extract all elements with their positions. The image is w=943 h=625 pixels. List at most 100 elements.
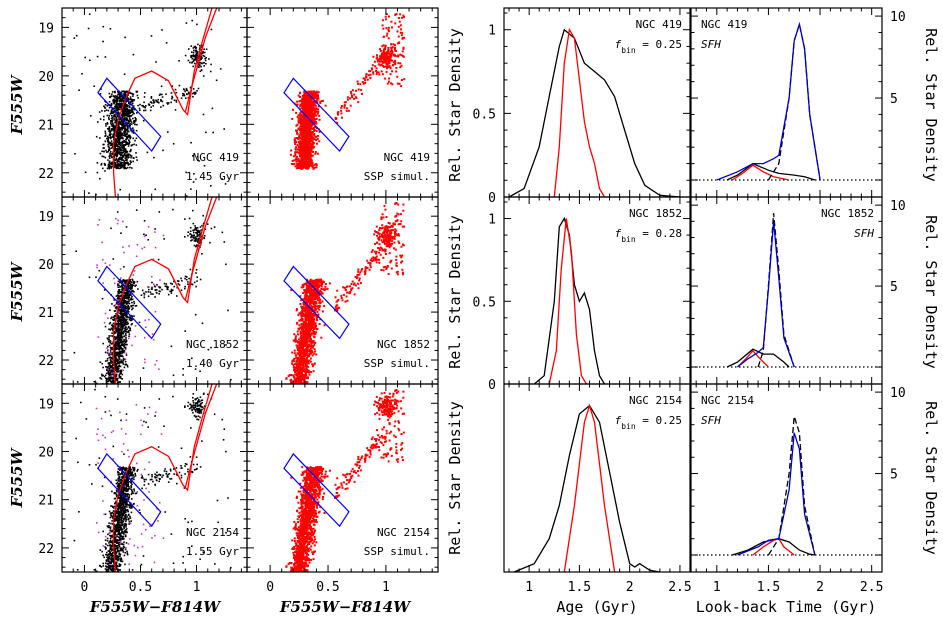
star-point (343, 105, 346, 108)
star-point (129, 136, 132, 139)
star-point (198, 55, 200, 58)
star-point (304, 121, 307, 124)
star-point (176, 295, 178, 297)
star-point (118, 367, 120, 369)
field-star (121, 359, 124, 361)
star-point (102, 25, 105, 28)
star-point (102, 374, 104, 377)
star-point (123, 125, 126, 127)
star-point (121, 140, 124, 143)
star-point (125, 296, 127, 299)
star-point (128, 282, 131, 285)
star-point (126, 132, 128, 134)
star-point (106, 352, 109, 354)
star-point (304, 127, 307, 129)
star-point (204, 59, 207, 62)
star-point (124, 154, 127, 156)
star-point (309, 125, 312, 128)
star-point (124, 313, 127, 316)
star-point (311, 128, 314, 130)
star-point (195, 285, 197, 288)
star-point (351, 96, 354, 99)
star-point (196, 61, 199, 64)
star-point (178, 84, 181, 87)
star-point (120, 331, 123, 334)
star-point (368, 70, 371, 73)
star-point (117, 314, 120, 317)
star-point (311, 154, 314, 157)
star-point (121, 351, 124, 353)
star-point (299, 164, 302, 167)
star-point (300, 160, 303, 163)
star-point (136, 159, 138, 161)
star-point (123, 287, 125, 290)
star-point (125, 332, 127, 335)
star-point (124, 127, 126, 130)
star-point (186, 276, 188, 278)
star-point (154, 285, 156, 288)
star-point (117, 284, 119, 286)
star-point (111, 124, 114, 126)
star-point (193, 173, 195, 175)
star-point (171, 96, 174, 99)
star-point (309, 90, 312, 93)
star-point (157, 98, 159, 101)
star-point (103, 155, 105, 158)
star-point (137, 104, 139, 107)
star-point (223, 241, 226, 243)
star-point (184, 285, 186, 288)
field-star (153, 283, 155, 285)
star-point (126, 133, 128, 135)
star-point (132, 137, 134, 140)
star-point (121, 343, 123, 345)
field-star (128, 337, 130, 340)
star-point (300, 129, 303, 132)
star-point (316, 152, 319, 155)
star-point (125, 143, 127, 146)
star-point (127, 154, 130, 157)
star-point (394, 63, 397, 66)
star-point (340, 109, 343, 112)
star-point (184, 236, 186, 238)
star-point (121, 95, 123, 97)
star-point (377, 63, 380, 66)
star-point (115, 367, 118, 370)
star-point (125, 336, 127, 339)
star-point (132, 284, 135, 287)
field-star (124, 358, 127, 360)
star-point (106, 151, 108, 153)
star-point (159, 93, 161, 96)
star-point (116, 163, 119, 166)
star-point (120, 108, 122, 111)
star-point (296, 137, 298, 139)
star-point (111, 376, 114, 379)
star-point (106, 122, 109, 124)
star-point (117, 91, 120, 94)
star-point (106, 114, 109, 117)
star-point (133, 112, 135, 115)
star-point (304, 131, 307, 134)
star-point (108, 167, 111, 170)
star-point (123, 110, 126, 112)
star-point (153, 156, 155, 159)
star-point (120, 159, 123, 161)
star-point (117, 96, 120, 99)
star-point (357, 101, 360, 104)
star-point (174, 88, 177, 91)
star-point (314, 104, 317, 107)
star-point (356, 80, 359, 83)
star-point (400, 64, 403, 67)
star-point (304, 142, 307, 145)
star-point (123, 114, 125, 116)
star-point (110, 129, 113, 132)
star-point (132, 98, 134, 101)
star-point (203, 237, 205, 239)
star-point (117, 324, 120, 327)
star-point (129, 282, 132, 285)
star-point (304, 133, 307, 136)
star-point (316, 137, 319, 140)
star-point (108, 164, 111, 167)
star-point (195, 245, 198, 247)
star-point (182, 374, 184, 376)
star-point (402, 55, 404, 57)
